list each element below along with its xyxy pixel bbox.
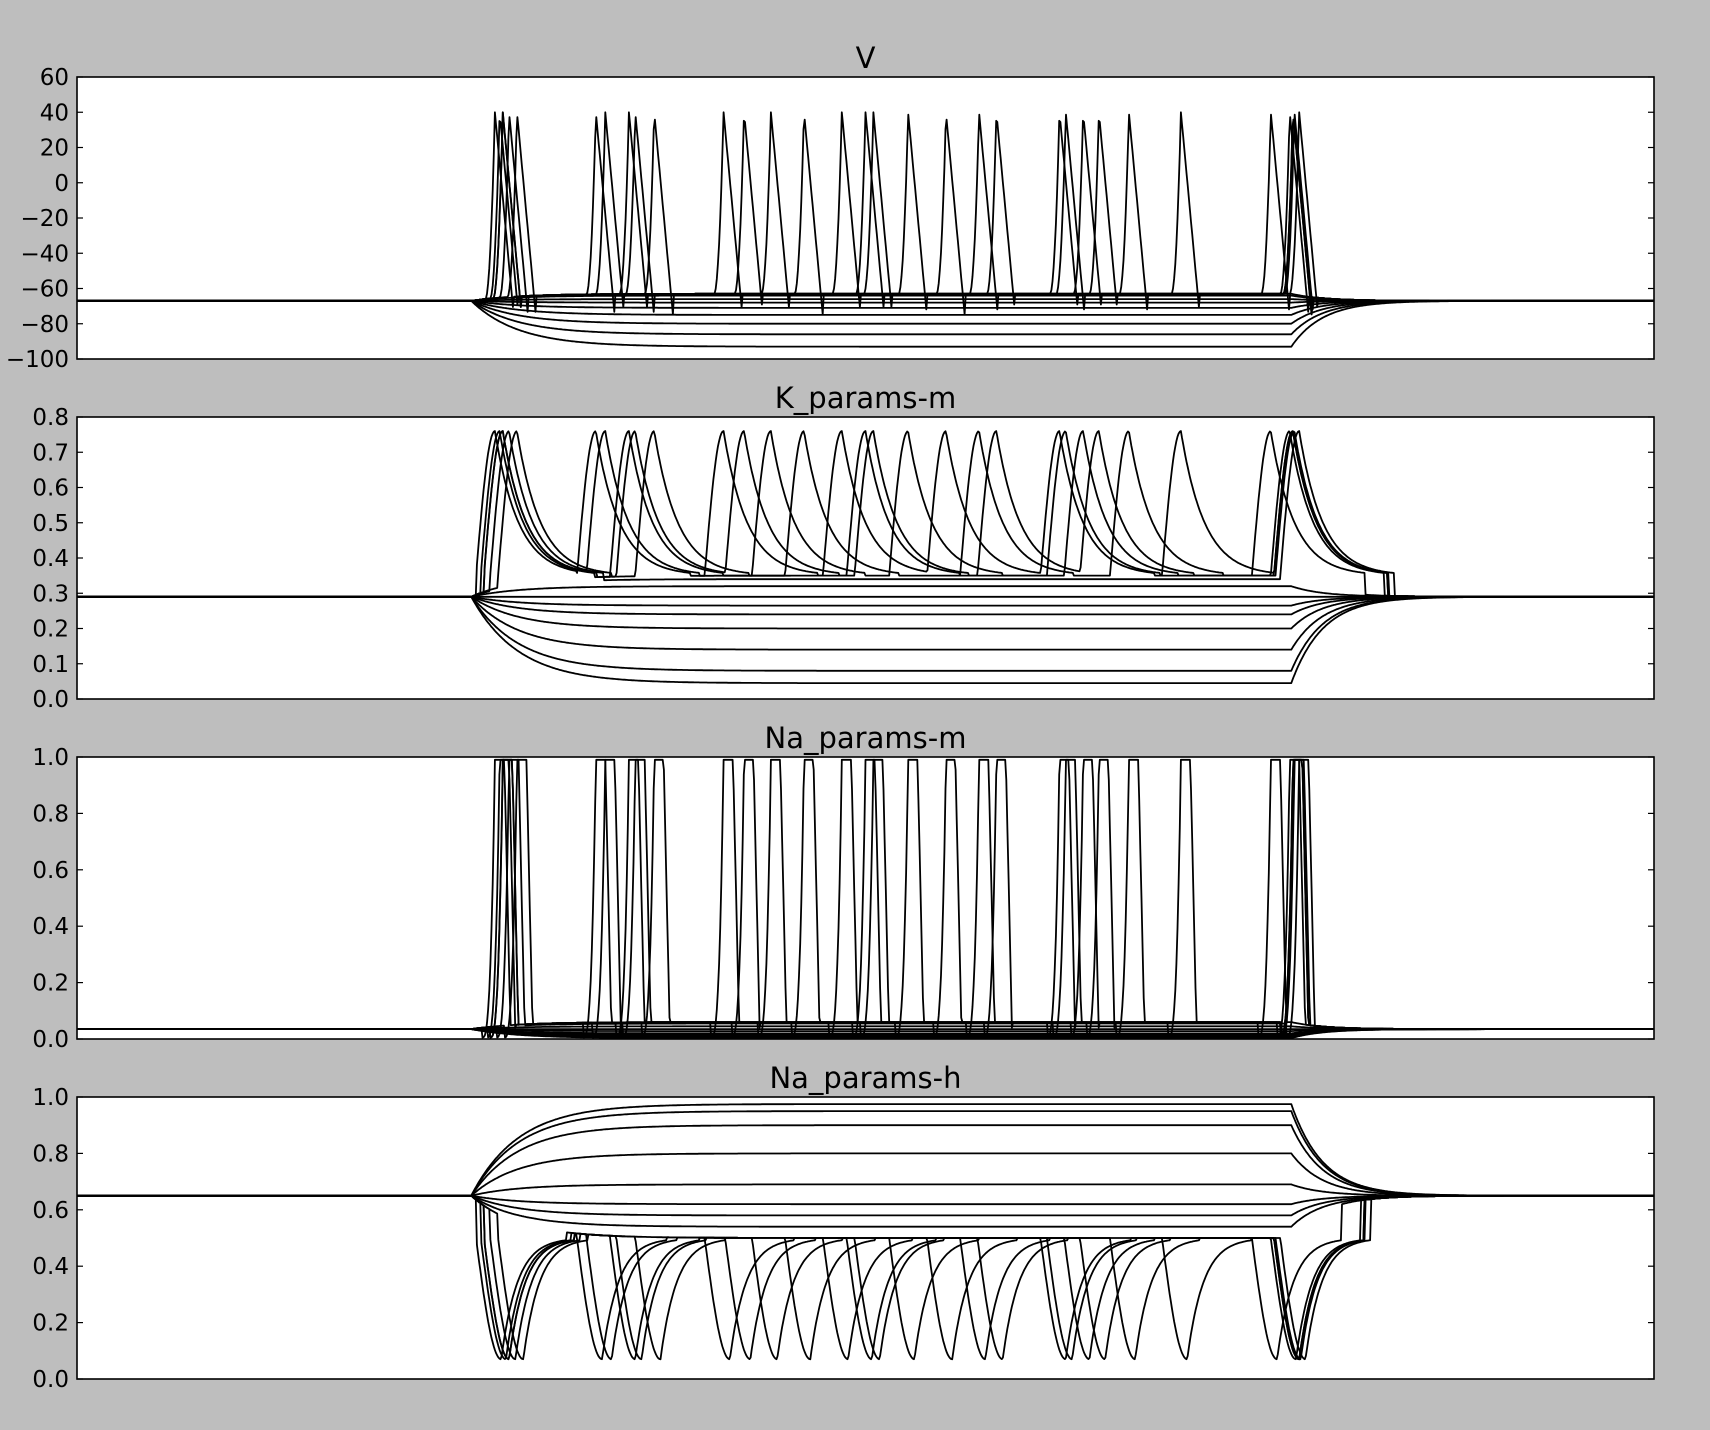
y-tick-label: 0 (54, 171, 69, 197)
panel-title-k-params-m: K_params-m (775, 381, 956, 415)
panel-title-v: V (856, 41, 876, 75)
y-tick-label: −60 (20, 277, 69, 303)
y-tick-label: 0.8 (32, 1141, 69, 1167)
y-tick-label: 0.4 (32, 914, 69, 940)
y-tick-label: 0.0 (32, 1027, 69, 1053)
trace-line (77, 430, 1654, 598)
panel-k-params-m: K_params-m 0.0 0.1 0.2 0.3 0.4 0.5 0.6 0.7 0.8 (32, 381, 1655, 713)
y-tick-label: 0.4 (32, 1254, 69, 1280)
y-tick-label: −20 (20, 206, 69, 232)
panel-v: V −100 −80 −60 −40 −20 0 20 40 60 (6, 41, 1655, 373)
y-tick-label: −40 (20, 241, 69, 267)
y-tick-label: 0.6 (32, 1198, 69, 1224)
y-tick-label: 0.7 (32, 440, 69, 466)
trace-line (77, 758, 1654, 1039)
y-tick-label: −80 (20, 312, 69, 338)
y-tick-label: 0.5 (32, 511, 69, 537)
y-tick-label: 0.6 (32, 858, 69, 884)
y-tick-label: 1.0 (32, 1085, 69, 1111)
y-tick-label: −100 (6, 347, 69, 373)
panel-title-na-params-h: Na_params-h (769, 1061, 961, 1095)
y-tick-label: 0.1 (32, 652, 69, 678)
panel-na-params-h: Na_params-h 0.0 0.2 0.4 0.6 0.8 1.0 (32, 1061, 1655, 1393)
y-tick-label: 0.6 (32, 476, 69, 502)
y-tick-label: 0.3 (32, 581, 69, 607)
y-tick-label: 60 (40, 65, 69, 91)
traces-na-params-h (77, 1103, 1654, 1361)
trace-line (77, 1194, 1654, 1361)
y-tick-label: 0.2 (32, 1311, 69, 1337)
trace-line (77, 111, 1654, 316)
y-tick-label: 40 (40, 100, 69, 126)
y-tick-label: 0.0 (32, 1367, 69, 1393)
y-tick-label: 20 (40, 136, 69, 162)
traces-na-params-m (77, 758, 1654, 1039)
panel-na-params-m: Na_params-m 0.0 0.2 0.4 0.6 0.8 1.0 (32, 721, 1655, 1053)
traces-k-params-m (77, 430, 1654, 684)
y-tick-label: 0.2 (32, 971, 69, 997)
y-tick-label: 0.4 (32, 546, 69, 572)
y-tick-label: 1.0 (32, 745, 69, 771)
panel-title-na-params-m: Na_params-m (765, 721, 967, 755)
y-tick-label: 0.8 (32, 405, 69, 431)
traces-v (77, 111, 1654, 348)
y-tick-label: 0.8 (32, 801, 69, 827)
y-tick-label: 0.0 (32, 687, 69, 713)
y-tick-label: 0.2 (32, 617, 69, 643)
